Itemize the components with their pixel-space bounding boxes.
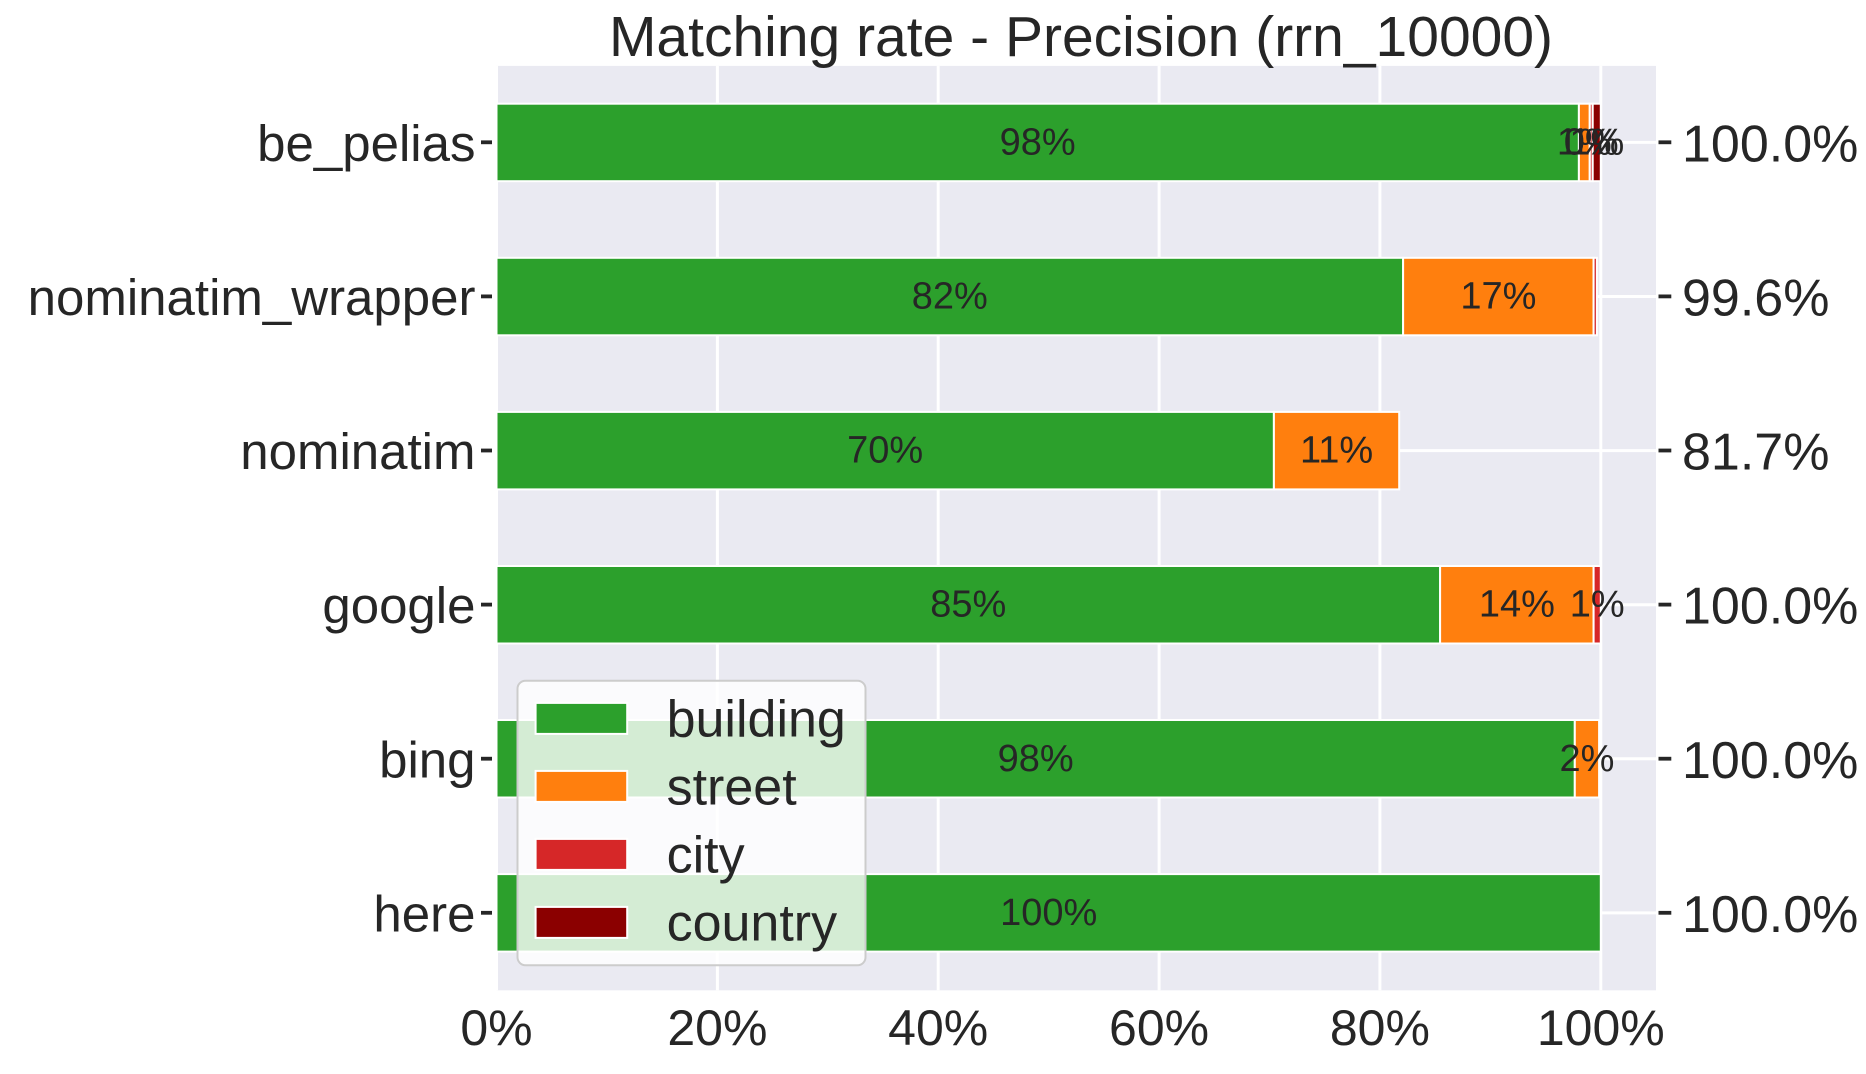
svg-text:nominatim: nominatim — [240, 423, 475, 480]
svg-text:99.6%: 99.6% — [1682, 270, 1829, 328]
svg-text:70%: 70% — [847, 430, 923, 472]
svg-text:1%: 1% — [1570, 584, 1625, 626]
svg-text:city: city — [667, 826, 745, 884]
svg-text:street: street — [667, 758, 798, 816]
svg-text:0%: 0% — [460, 1000, 532, 1056]
svg-text:20%: 20% — [667, 1000, 767, 1056]
svg-text:1%: 1% — [1569, 121, 1624, 163]
svg-text:google: google — [322, 577, 475, 634]
svg-text:85%: 85% — [930, 584, 1006, 626]
svg-text:100%: 100% — [1000, 892, 1097, 934]
svg-text:country: country — [667, 894, 838, 952]
svg-text:100%: 100% — [1537, 1000, 1665, 1056]
svg-text:nominatim_wrapper: nominatim_wrapper — [28, 269, 476, 326]
svg-text:60%: 60% — [1109, 1000, 1209, 1056]
svg-text:100.0%: 100.0% — [1682, 732, 1858, 790]
svg-text:98%: 98% — [998, 738, 1074, 780]
svg-text:here: here — [373, 885, 475, 942]
svg-text:0%: 0% — [1564, 121, 1619, 163]
svg-text:40%: 40% — [888, 1000, 988, 1056]
svg-text:be_pelias: be_pelias — [257, 115, 475, 172]
svg-text:98%: 98% — [1000, 121, 1076, 163]
svg-text:2%: 2% — [1560, 738, 1615, 780]
svg-text:100.0%: 100.0% — [1682, 115, 1858, 173]
svg-text:17%: 17% — [1460, 276, 1536, 318]
svg-text:building: building — [667, 690, 846, 748]
svg-text:100.0%: 100.0% — [1682, 578, 1858, 636]
svg-text:100.0%: 100.0% — [1682, 886, 1858, 944]
svg-text:1%: 1% — [1557, 121, 1612, 163]
svg-text:81.7%: 81.7% — [1682, 424, 1829, 482]
svg-text:14%: 14% — [1479, 584, 1555, 626]
svg-text:11%: 11% — [1300, 430, 1373, 472]
svg-text:Matching rate - Precision (rrn: Matching rate - Precision (rrn_10000) — [609, 5, 1553, 69]
svg-text:82%: 82% — [912, 276, 988, 318]
svg-text:bing: bing — [379, 731, 475, 788]
svg-text:80%: 80% — [1330, 1000, 1430, 1056]
